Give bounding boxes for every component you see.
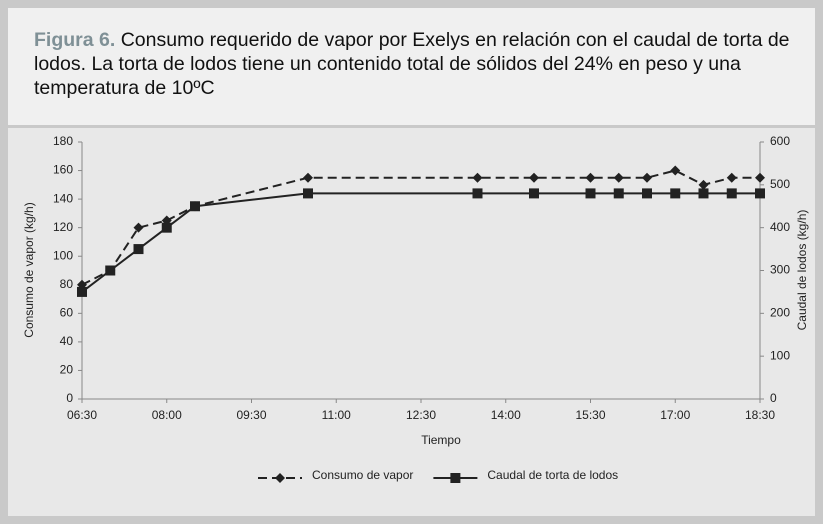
x-axis-label: Tiempo [421, 433, 461, 447]
square-marker [303, 188, 313, 199]
y-tick-label: 120 [53, 220, 73, 234]
square-marker [161, 222, 172, 233]
figure-label: Figura 6. [34, 29, 116, 51]
x-tick-label: 06:30 [67, 408, 97, 422]
x-tick-label: 17:00 [660, 408, 690, 422]
y2-tick-label: 200 [770, 306, 790, 320]
square-marker [698, 188, 709, 199]
y-tick-label: 100 [53, 248, 73, 262]
x-tick-label: 09:30 [236, 408, 266, 422]
y-tick-label: 40 [60, 334, 74, 348]
diamond-marker [613, 172, 624, 183]
square-marker [755, 188, 765, 199]
y-tick-label: 20 [60, 363, 74, 377]
caption-text: Consumo requerido de vapor por Exelys en… [34, 29, 790, 99]
y2-tick-label: 500 [770, 177, 790, 191]
y2-tick-label: 300 [770, 263, 790, 277]
x-tick-label: 15:30 [575, 408, 605, 422]
square-marker [105, 265, 116, 276]
square-marker [450, 473, 461, 483]
diamond-marker [529, 172, 539, 183]
diamond-marker [585, 172, 596, 183]
square-marker [472, 188, 483, 199]
y-axis-label: Consumo de vapor (kg/h) [22, 202, 36, 337]
x-tick-label: 18:30 [745, 408, 775, 422]
series-line [81, 192, 760, 293]
diamond-marker [670, 165, 681, 176]
diamond-marker [726, 172, 737, 183]
square-marker [77, 286, 87, 297]
x-tick-label: 08:00 [152, 408, 182, 422]
x-tick-label: 14:00 [491, 408, 521, 422]
diamond-marker [472, 172, 483, 183]
diamond-marker [755, 172, 765, 183]
y2-axis-label: Caudal de lodos (kg/h) [795, 210, 809, 331]
square-marker [190, 201, 200, 212]
legend-label: Consumo de vapor [312, 468, 413, 482]
y2-tick-label: 0 [770, 391, 777, 405]
legend-label: Caudal de torta de lodos [487, 468, 618, 482]
square-marker [585, 188, 596, 199]
diamond-marker [303, 172, 313, 183]
y-tick-label: 180 [53, 134, 73, 148]
x-tick-label: 11:00 [322, 408, 351, 422]
y-tick-label: 140 [53, 191, 73, 205]
series-line [81, 169, 760, 286]
x-tick-label: 12:30 [406, 408, 436, 422]
square-marker [529, 188, 539, 199]
square-marker [133, 244, 144, 255]
caption-box: Figura 6. Consumo requerido de vapor por… [8, 8, 815, 125]
y-tick-label: 160 [53, 163, 73, 177]
square-marker [642, 188, 652, 199]
square-marker [613, 188, 624, 199]
y-tick-label: 60 [60, 306, 74, 320]
diamond-marker [698, 179, 709, 190]
y2-tick-label: 400 [770, 220, 790, 234]
y2-tick-label: 600 [770, 134, 790, 148]
diamond-marker [133, 222, 144, 233]
diamond-marker [275, 473, 285, 483]
square-marker [670, 188, 681, 199]
diamond-marker [642, 172, 652, 183]
y-tick-label: 80 [60, 277, 74, 291]
y-tick-label: 0 [66, 391, 73, 405]
square-marker [726, 188, 737, 199]
y2-tick-label: 100 [770, 348, 790, 362]
